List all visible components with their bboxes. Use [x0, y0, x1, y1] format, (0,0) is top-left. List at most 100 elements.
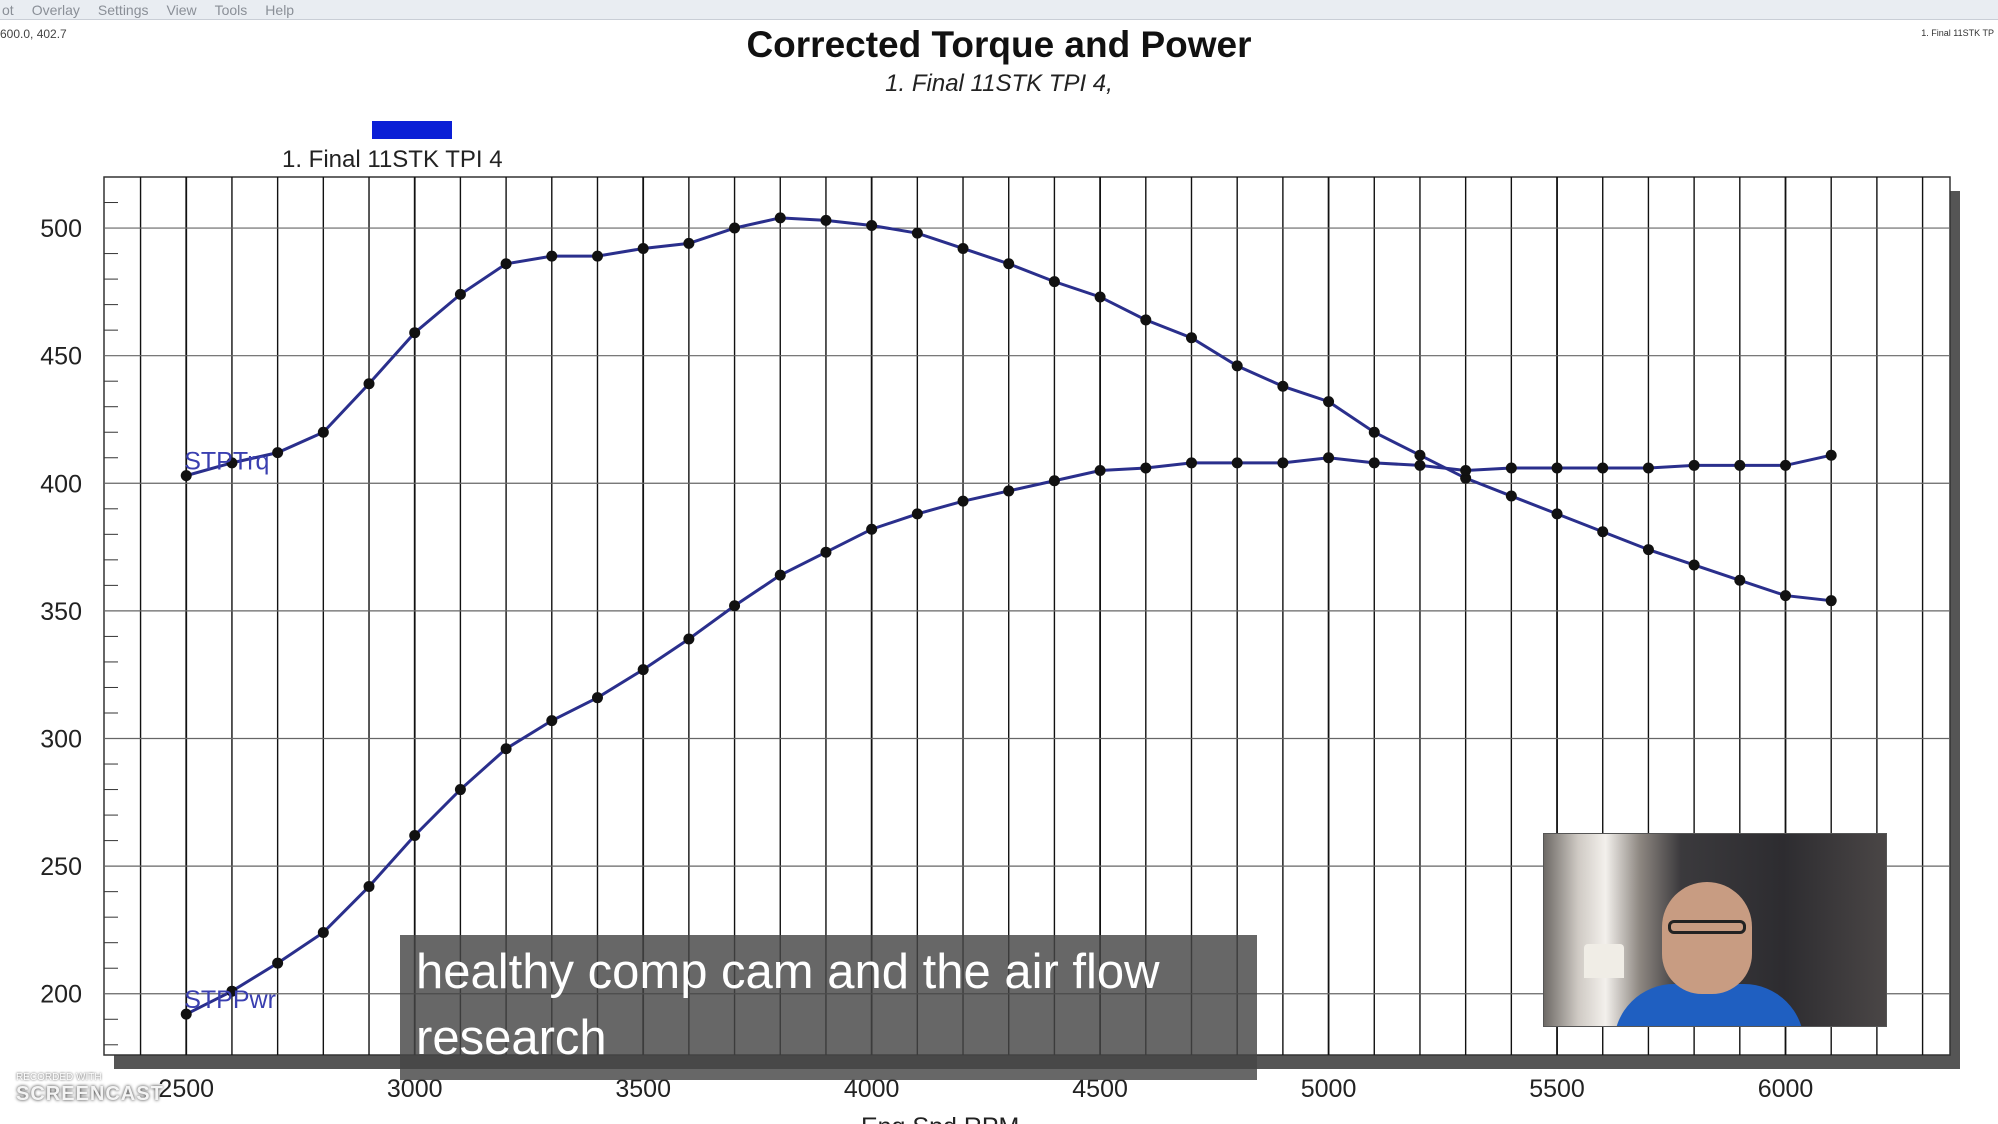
data-point	[1825, 449, 1837, 461]
data-point	[1277, 457, 1289, 469]
presenter-head	[1662, 882, 1752, 994]
data-point	[911, 227, 923, 239]
y-tick-label: 500	[40, 215, 82, 243]
data-point	[180, 470, 192, 482]
x-tick-label: 2500	[158, 1075, 214, 1103]
data-point	[729, 222, 741, 234]
legend-color-swatch	[372, 121, 452, 139]
menu-item-settings[interactable]: Settings	[97, 1, 149, 18]
x-axis-label: Eng Spd RPM	[861, 1113, 1019, 1124]
data-point	[637, 242, 649, 254]
data-point	[1368, 457, 1380, 469]
data-point	[957, 242, 969, 254]
top-right-legend-label: 1. Final 11STK TP	[1921, 28, 1994, 38]
data-point	[546, 715, 558, 727]
data-point	[820, 546, 832, 558]
watermark-small-text: RECORDED WITH	[16, 1072, 102, 1083]
data-point	[1094, 291, 1106, 303]
menu-item-help[interactable]: Help	[265, 1, 295, 18]
data-point	[1688, 459, 1700, 471]
data-point	[683, 633, 695, 645]
data-point	[637, 664, 649, 676]
data-point	[1414, 459, 1426, 471]
data-point	[774, 212, 786, 224]
data-point	[226, 457, 238, 469]
data-point	[1688, 559, 1700, 571]
y-tick-label: 400	[40, 470, 82, 498]
data-point	[317, 926, 329, 938]
data-point	[591, 692, 603, 704]
data-point	[729, 600, 741, 612]
data-point	[1780, 459, 1792, 471]
data-point	[1642, 544, 1654, 556]
menu-item-plot[interactable]: ot	[2, 1, 14, 18]
data-point	[1231, 457, 1243, 469]
data-point	[683, 237, 695, 249]
data-point	[866, 219, 878, 231]
data-point	[1140, 314, 1152, 326]
data-point	[363, 378, 375, 390]
data-point	[1003, 485, 1015, 497]
x-tick-label: 5500	[1529, 1075, 1585, 1103]
data-point	[1734, 459, 1746, 471]
data-point	[1460, 465, 1472, 477]
data-point	[591, 250, 603, 262]
cursor-coordinate-readout: 600.0, 402.7	[0, 27, 67, 41]
data-point	[500, 743, 512, 755]
data-point	[1825, 595, 1837, 607]
lamp-shape	[1584, 944, 1624, 978]
y-tick-label: 250	[40, 853, 82, 881]
data-point	[546, 250, 558, 262]
data-point	[1323, 396, 1335, 408]
data-point	[820, 214, 832, 226]
data-point	[454, 784, 466, 796]
menu-item-overlay[interactable]: Overlay	[31, 1, 80, 18]
x-tick-label: 6000	[1758, 1075, 1814, 1103]
data-point	[1048, 276, 1060, 288]
data-point	[1003, 258, 1015, 270]
y-tick-label: 200	[40, 981, 82, 1009]
data-point	[500, 258, 512, 270]
data-point	[1734, 574, 1746, 586]
chart-subtitle: 1. Final 11STK TPI 4,	[885, 70, 1113, 97]
data-point	[272, 447, 284, 459]
data-point	[957, 495, 969, 507]
chart-title: Corrected Torque and Power	[746, 24, 1252, 65]
menu-item-tools[interactable]: Tools	[214, 1, 248, 18]
data-point	[1140, 462, 1152, 474]
menu-item-view[interactable]: View	[166, 1, 197, 18]
data-point	[363, 881, 375, 893]
data-point	[1642, 462, 1654, 474]
data-point	[1505, 462, 1517, 474]
data-point	[1460, 472, 1472, 484]
data-point	[1780, 590, 1792, 602]
data-point	[1094, 465, 1106, 477]
data-point	[409, 327, 421, 339]
data-point	[1597, 462, 1609, 474]
data-point	[774, 569, 786, 581]
y-tick-label: 350	[40, 598, 82, 626]
data-point	[1185, 332, 1197, 344]
series-label: STPPwr	[184, 986, 276, 1014]
data-point	[911, 508, 923, 520]
data-point	[1185, 457, 1197, 469]
presenter-glasses	[1668, 920, 1746, 934]
data-point	[1323, 452, 1335, 464]
data-point	[317, 426, 329, 438]
watermark-brand: SCREENCAST	[16, 1083, 164, 1105]
data-point	[1231, 360, 1243, 372]
data-point	[1505, 490, 1517, 502]
menu-bar: ot Overlay Settings View Tools Help	[0, 0, 1998, 20]
screencast-watermark: RECORDED WITH SCREENCAST	[16, 1072, 164, 1106]
video-caption: healthy comp cam and the air flow resear…	[400, 935, 1257, 1080]
caption-line-1: healthy comp cam and the air flow	[416, 945, 1160, 999]
series-label: STPTrq	[184, 448, 269, 476]
data-point	[454, 288, 466, 300]
data-point	[866, 523, 878, 535]
data-point	[1048, 475, 1060, 487]
data-point	[226, 985, 238, 997]
data-point	[272, 957, 284, 969]
data-point	[1277, 380, 1289, 392]
x-tick-label: 5000	[1301, 1075, 1357, 1103]
data-point	[409, 830, 421, 841]
